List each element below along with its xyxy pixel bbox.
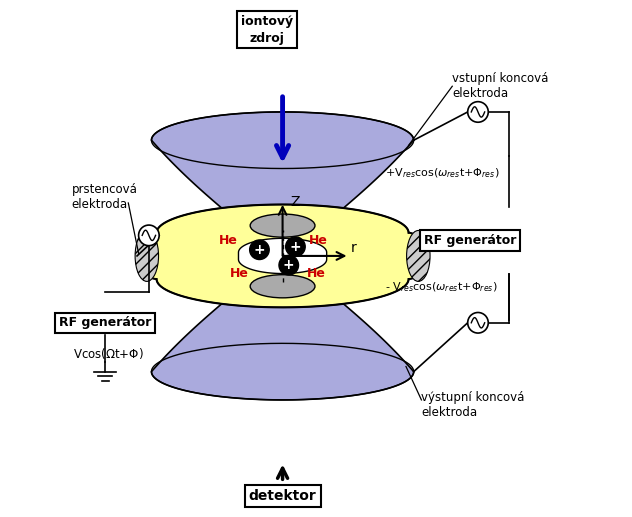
Text: +V$_{res}$cos($\omega_{res}$t+$\Phi_{res}$): +V$_{res}$cos($\omega_{res}$t+$\Phi_{res… bbox=[386, 167, 500, 180]
Text: He: He bbox=[309, 234, 328, 247]
Ellipse shape bbox=[135, 231, 159, 281]
Text: He: He bbox=[229, 267, 248, 280]
Circle shape bbox=[250, 240, 269, 260]
Text: Vcos($\Omega$t+$\Phi$): Vcos($\Omega$t+$\Phi$) bbox=[73, 346, 144, 361]
Polygon shape bbox=[141, 205, 424, 307]
Text: +: + bbox=[253, 243, 265, 257]
Circle shape bbox=[468, 102, 489, 122]
Text: +: + bbox=[283, 258, 295, 272]
Circle shape bbox=[138, 225, 159, 246]
Polygon shape bbox=[152, 282, 414, 400]
Polygon shape bbox=[152, 112, 414, 230]
Text: - V$_{res}$cos($\omega_{res}$t+$\Phi_{res}$): - V$_{res}$cos($\omega_{res}$t+$\Phi_{re… bbox=[386, 280, 498, 294]
Text: vstupní koncová
elektroda: vstupní koncová elektroda bbox=[453, 72, 549, 100]
Text: prstencová
elektroda: prstencová elektroda bbox=[72, 183, 138, 211]
Text: iontový
zdroj: iontový zdroj bbox=[241, 14, 293, 44]
Text: RF generátor: RF generátor bbox=[424, 234, 516, 247]
Text: r: r bbox=[351, 241, 356, 255]
Text: výstupní koncová
elektroda: výstupní koncová elektroda bbox=[422, 391, 525, 419]
Circle shape bbox=[286, 237, 305, 256]
Polygon shape bbox=[238, 238, 327, 273]
Ellipse shape bbox=[250, 214, 315, 237]
Text: He: He bbox=[219, 234, 238, 247]
Text: Z: Z bbox=[290, 194, 300, 208]
Circle shape bbox=[279, 255, 298, 275]
Text: He: He bbox=[307, 267, 325, 280]
Text: detektor: detektor bbox=[249, 489, 317, 503]
Circle shape bbox=[468, 312, 489, 333]
Ellipse shape bbox=[250, 275, 315, 298]
Text: RF generátor: RF generátor bbox=[59, 316, 151, 329]
Text: +: + bbox=[289, 240, 301, 254]
Ellipse shape bbox=[406, 231, 430, 281]
